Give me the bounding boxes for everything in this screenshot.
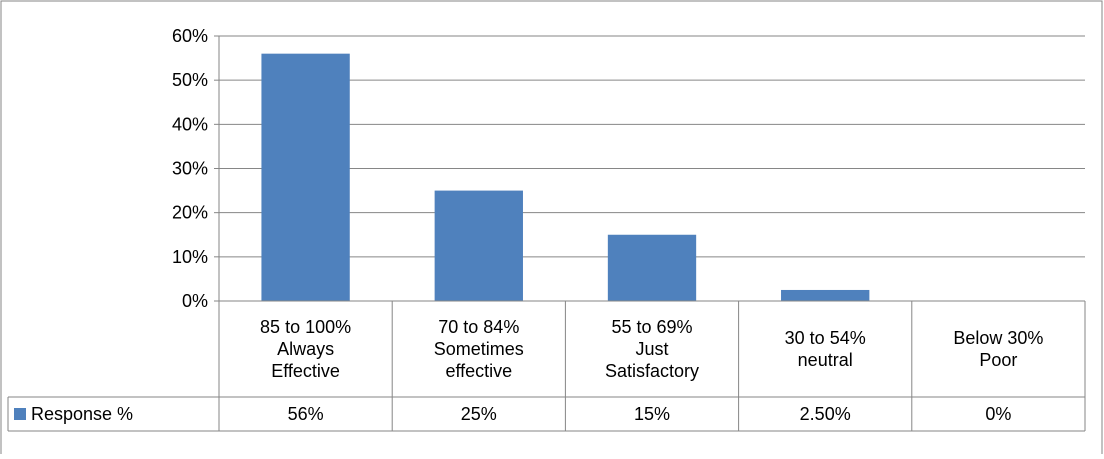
category-label-line: Just [635,339,668,359]
category-label-line: 55 to 69% [611,317,692,337]
y-tick-label: 50% [172,70,208,90]
legend-key [14,408,26,420]
category-label-line: Poor [979,350,1017,370]
y-tick-label: 40% [172,114,208,134]
category-label-line: neutral [798,350,853,370]
data-value-label: 56% [288,404,324,424]
y-tick-label: 0% [182,291,208,311]
category-label: Below 30% Poor [953,328,1043,370]
y-tick-label: 60% [172,26,208,46]
data-value-label: 25% [461,404,497,424]
data-value-label: 2.50% [800,404,851,424]
category-label: 70 to 84% Sometimes effective [434,317,524,381]
category-label-line: Effective [271,361,340,381]
category-label-line: Always [277,339,334,359]
category-label: 30 to 54% neutral [785,328,866,370]
data-value-label: 15% [634,404,670,424]
category-label-line: 70 to 84% [438,317,519,337]
data-table: 85 to 100% Always Effective 70 to 84% Someti… [7,300,1086,432]
bar [434,190,523,301]
gridlines [219,35,1085,258]
category-label-line: effective [445,361,512,381]
y-tick-label: 10% [172,247,208,267]
y-axis: 0% 10% 20% 30% 40% 50% 60% [172,26,220,431]
category-label-line: Below 30% [953,328,1043,348]
category-label-line: Sometimes [434,339,524,359]
bar [781,289,870,301]
y-tick-label: 30% [172,159,208,179]
category-label-line: 85 to 100% [260,317,351,337]
category-label: 55 to 69% Just Satisfactory [605,317,699,381]
data-value-label: 0% [985,404,1011,424]
y-tick-label: 20% [172,203,208,223]
category-label-line: Satisfactory [605,361,699,381]
legend-label: Response % [31,404,133,424]
category-label-line: 30 to 54% [785,328,866,348]
bar [261,53,350,301]
bar [607,234,697,301]
bars [261,53,870,301]
category-label: 85 to 100% Always Effective [260,317,351,381]
